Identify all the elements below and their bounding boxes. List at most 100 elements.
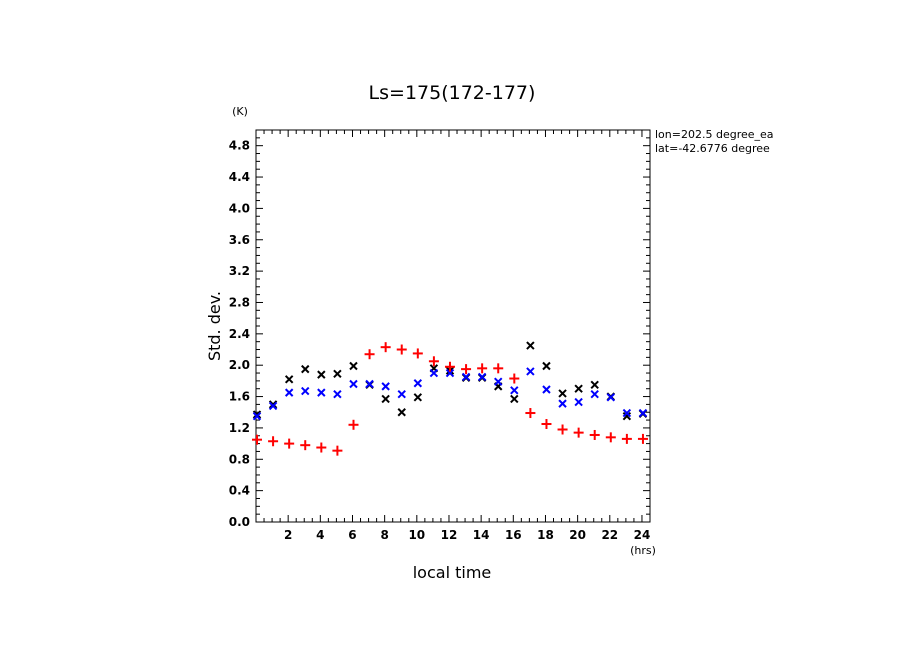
data-point	[397, 390, 406, 399]
x-tick-label: 16	[505, 528, 522, 542]
x-marker-b	[445, 368, 455, 378]
data-point	[332, 445, 343, 456]
x-marker-b	[301, 364, 310, 374]
x-marker-b	[413, 379, 423, 388]
y-tick-label: 4.0	[229, 201, 250, 215]
x-marker-b	[542, 385, 551, 394]
data-point	[557, 424, 568, 435]
data-point	[605, 432, 616, 443]
x-marker-b	[381, 382, 390, 391]
y-tick-label: 0.0	[229, 515, 250, 529]
data-point	[589, 429, 600, 440]
data-point	[301, 364, 310, 374]
data-point	[638, 408, 648, 418]
x-marker-b	[638, 408, 648, 418]
data-point	[381, 382, 390, 391]
data-point	[317, 388, 326, 397]
annotation-lat: lat=-42.6776 degree	[655, 142, 770, 155]
x-marker-b	[429, 368, 439, 378]
x-marker-b	[349, 379, 358, 389]
data-point	[590, 380, 599, 390]
data-point	[284, 375, 294, 384]
x-marker-b	[558, 389, 567, 398]
data-point	[381, 394, 390, 404]
x-marker-b	[301, 386, 310, 396]
data-point	[461, 372, 471, 382]
x-tick-label: 8	[380, 528, 388, 542]
x-marker-b	[268, 400, 278, 409]
x-tick-label: 24	[634, 528, 651, 542]
data-point	[606, 393, 616, 402]
x-marker-b	[349, 361, 358, 371]
data-point	[477, 363, 488, 374]
data-point	[510, 394, 519, 404]
x-marker-b	[526, 341, 535, 350]
data-point	[413, 379, 423, 388]
data-point	[316, 442, 327, 453]
y-tick-label: 0.4	[229, 484, 250, 498]
data-point	[622, 411, 632, 421]
data-point	[444, 361, 455, 372]
data-point	[380, 342, 391, 353]
x-marker-b	[510, 394, 519, 404]
y-tick-label: 4.8	[229, 139, 250, 153]
data-point	[622, 408, 632, 418]
x-marker-b	[590, 380, 599, 390]
data-point	[510, 386, 519, 395]
x-marker-b	[317, 388, 326, 397]
x-marker-b	[606, 393, 616, 402]
data-point	[558, 389, 567, 398]
x-axis-label: local time	[413, 563, 492, 582]
data-point	[413, 393, 423, 402]
data-point	[509, 373, 520, 384]
data-point	[365, 379, 374, 389]
data-point	[590, 390, 599, 399]
y-tick-label: 4.4	[229, 170, 250, 184]
data-point	[317, 370, 326, 379]
data-point	[252, 410, 262, 419]
data-point	[252, 434, 262, 445]
data-point	[396, 344, 407, 355]
data-point	[429, 368, 439, 378]
x-tick-label: 12	[441, 528, 458, 542]
y-tick-label: 0.8	[229, 452, 250, 466]
data-point	[558, 399, 567, 408]
y-tick-label: 1.6	[229, 390, 250, 404]
x-marker-b	[381, 394, 390, 404]
data-point	[542, 361, 551, 371]
data-point	[284, 388, 294, 397]
x-marker-b	[268, 401, 278, 411]
y-axis-label: Std. dev.	[205, 291, 224, 361]
x-marker-b	[397, 390, 406, 399]
x-marker-b	[526, 367, 535, 376]
x-marker-b	[333, 369, 342, 379]
chart-title: Ls=175(172-177)	[369, 82, 536, 104]
data-point	[268, 400, 278, 409]
x-marker-b	[333, 390, 342, 399]
data-point	[493, 363, 504, 374]
x-marker-b	[284, 375, 294, 384]
annotation-lon: lon=202.5 degree_ea	[655, 128, 774, 141]
x-marker-b	[574, 384, 583, 393]
x-marker-b	[397, 408, 406, 417]
x-tick-label: 22	[601, 528, 618, 542]
x-marker-b	[413, 393, 423, 402]
x-tick-label: 20	[569, 528, 586, 542]
x-marker-b	[317, 370, 326, 379]
x-tick-label: 14	[473, 528, 490, 542]
data-point	[349, 379, 358, 389]
data-point	[268, 401, 278, 411]
data-point	[333, 390, 342, 399]
data-point	[397, 408, 406, 417]
y-tick-label: 2.0	[229, 358, 250, 372]
x-marker-b	[252, 411, 262, 421]
x-marker-b	[558, 399, 567, 408]
data-point	[348, 419, 359, 430]
data-point	[573, 427, 584, 438]
x-marker-b	[542, 361, 551, 371]
x-tick-label: 4	[316, 528, 324, 542]
data-point	[333, 369, 342, 379]
y-tick-label: 2.4	[229, 327, 250, 341]
x-marker-b	[284, 388, 294, 397]
